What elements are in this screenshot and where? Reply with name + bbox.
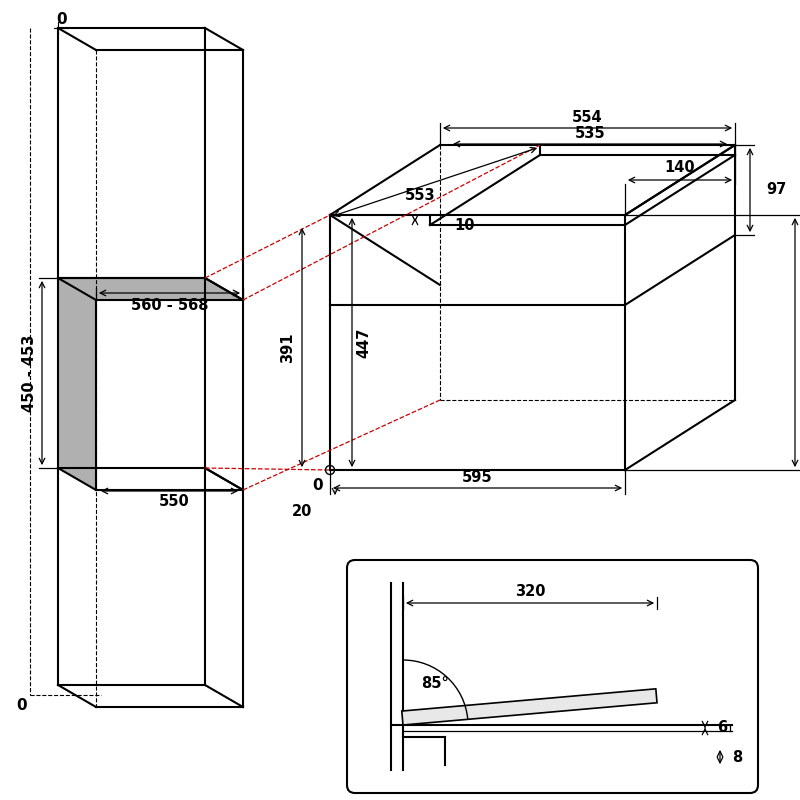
Text: 0: 0	[57, 13, 67, 27]
Text: 8: 8	[732, 750, 742, 765]
Text: 553: 553	[405, 187, 435, 202]
Text: 450 - 453: 450 - 453	[22, 334, 38, 412]
Polygon shape	[402, 689, 657, 725]
Text: 85°: 85°	[421, 675, 449, 690]
Text: 0: 0	[17, 698, 27, 713]
Text: 0: 0	[313, 478, 323, 494]
Text: 550: 550	[159, 494, 190, 509]
Text: 595: 595	[462, 470, 493, 486]
Polygon shape	[58, 278, 96, 490]
Text: 554: 554	[572, 110, 603, 126]
Text: 97: 97	[766, 182, 786, 198]
Text: 391: 391	[281, 332, 295, 362]
Text: 447: 447	[357, 327, 371, 358]
Text: 140: 140	[665, 161, 695, 175]
Text: 20: 20	[292, 505, 312, 519]
FancyBboxPatch shape	[347, 560, 758, 793]
Text: 535: 535	[574, 126, 606, 142]
Text: 10: 10	[454, 218, 475, 233]
Text: 320: 320	[514, 583, 546, 598]
Text: 560 - 568: 560 - 568	[130, 298, 208, 313]
Text: 6: 6	[717, 721, 727, 735]
Polygon shape	[58, 278, 243, 300]
